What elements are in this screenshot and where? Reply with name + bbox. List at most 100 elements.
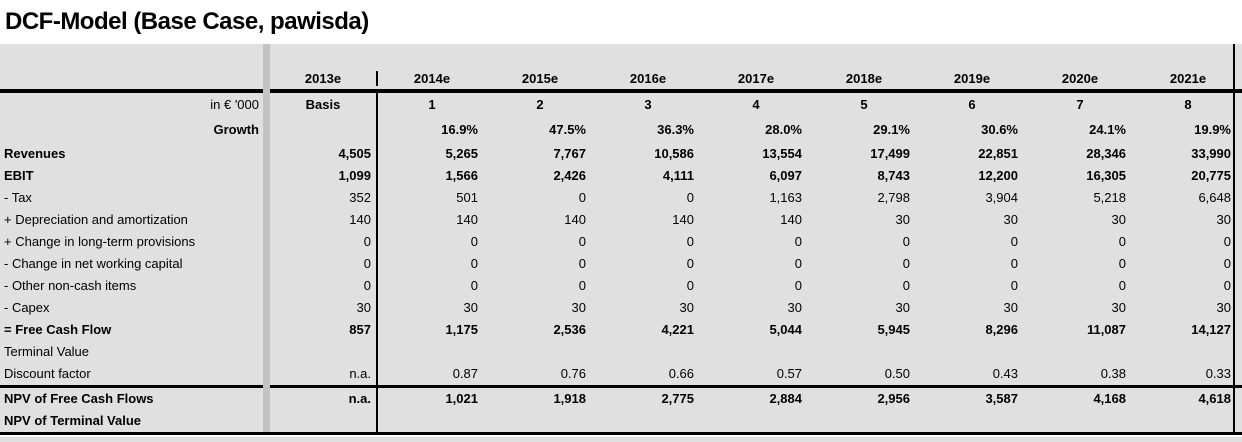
row-label: Discount factor <box>4 366 91 381</box>
header-divider-line <box>0 89 1242 93</box>
cell-value: 28,346 <box>1086 146 1126 161</box>
cell-value <box>486 341 594 363</box>
cell-value: 8,743 <box>877 168 910 183</box>
cell-value: 0 <box>794 256 802 271</box>
row-label: - Capex <box>4 300 50 315</box>
cell-value: 5,218 <box>1093 190 1126 205</box>
cell-value: 0 <box>686 256 694 271</box>
cell-value: 22,851 <box>978 146 1018 161</box>
cell-value: 140 <box>672 212 694 227</box>
year-header-2016e: 2016e <box>629 71 667 86</box>
cell-value: 5,265 <box>445 146 478 161</box>
cell-value: 0 <box>578 234 586 249</box>
cell-value: 2,884 <box>769 391 802 406</box>
cell-value: 2,426 <box>553 168 586 183</box>
cell-value: 30 <box>895 212 910 227</box>
cell-value: 0 <box>270 231 378 253</box>
cell-value: n.a. <box>270 388 378 410</box>
growth-value: 36.3% <box>657 122 694 137</box>
year-header-2014e: 2014e <box>413 71 451 86</box>
cell-value: 3,904 <box>985 190 1018 205</box>
cell-value <box>270 341 378 363</box>
cell-value <box>1026 341 1134 363</box>
table-row: - Capex 30 30 30 30 30 30 30 30 30 <box>0 297 1242 319</box>
basis-value: Basis <box>270 93 378 117</box>
cell-value: 4,221 <box>661 322 694 337</box>
table-row: - Tax 352 501 0 0 1,163 2,798 3,904 5,218 6,648 <box>0 187 1242 209</box>
cell-value: 5,945 <box>877 322 910 337</box>
growth-value: 16.9% <box>441 122 478 137</box>
cell-value: 6,648 <box>1198 190 1231 205</box>
cell-value: 857 <box>270 319 378 341</box>
growth-value: 29.1% <box>873 122 910 137</box>
table-right-border <box>1233 44 1235 432</box>
cell-value: 1,163 <box>769 190 802 205</box>
cell-value <box>486 410 594 432</box>
cell-value: 0 <box>578 256 586 271</box>
cell-value: 11,087 <box>1086 322 1126 337</box>
cell-value <box>1134 410 1242 432</box>
growth-row: Growth 16.9% 47.5% 36.3% 28.0% 29.1% 30.6% 24.1… <box>0 117 1242 143</box>
table-row: = Free Cash Flow 857 1,175 2,536 4,221 5,044 5… <box>0 319 1242 341</box>
year-header-2017e: 2017e <box>737 71 775 86</box>
row-label: Revenues <box>4 146 66 161</box>
cell-value: 0 <box>1118 234 1126 249</box>
cell-value: 0.50 <box>884 366 910 381</box>
cell-value: 0 <box>1010 278 1018 293</box>
row-label: NPV of Free Cash Flows <box>4 391 154 406</box>
cell-value: 5,044 <box>769 322 802 337</box>
cell-value: 0 <box>578 278 586 293</box>
table-row: Revenues 4,505 5,265 7,767 10,586 13,554 17,49… <box>0 143 1242 165</box>
npv-row: NPV of Free Cash Flows n.a. 1,021 1,918 2,77… <box>0 388 1242 410</box>
cell-value: 30 <box>1003 300 1018 315</box>
cell-value: 0 <box>1118 278 1126 293</box>
growth-value: 24.1% <box>1089 122 1126 137</box>
cell-value <box>918 341 1026 363</box>
table-row: Discount factor n.a. 0.87 0.76 0.66 0.57 0.50 0… <box>0 363 1242 385</box>
growth-value: 28.0% <box>765 122 802 137</box>
cell-value <box>810 410 918 432</box>
row-label: - Change in net working capital <box>4 256 183 271</box>
cell-value: 0 <box>578 190 586 205</box>
row-label: = Free Cash Flow <box>4 322 112 337</box>
cell-value: 0.38 <box>1100 366 1126 381</box>
year-header-2021e: 2021e <box>1169 71 1207 86</box>
basis-value: 5 <box>860 97 868 112</box>
cell-value: 0 <box>270 275 378 297</box>
page-title: DCF-Model (Base Case, pawisda) <box>5 8 369 35</box>
cell-value: 6,097 <box>769 168 802 183</box>
cell-value: 17,499 <box>870 146 910 161</box>
row-label: NPV of Terminal Value <box>4 413 142 428</box>
cell-value: 0.87 <box>452 366 478 381</box>
cell-value: 3,587 <box>985 391 1018 406</box>
basis-value: 6 <box>968 97 976 112</box>
cell-value: 1,021 <box>445 391 478 406</box>
cell-value: 0.43 <box>992 366 1018 381</box>
cell-value: 4,111 <box>662 168 694 183</box>
cell-value: 30 <box>895 300 910 315</box>
cell-value <box>1134 341 1242 363</box>
cell-value: 0 <box>902 256 910 271</box>
cell-value: 0 <box>686 234 694 249</box>
growth-value: 19.9% <box>1194 122 1231 137</box>
basis-value: 4 <box>752 97 760 112</box>
cell-value: 2,798 <box>877 190 910 205</box>
npv-row: NPV of Terminal Value <box>0 410 1242 432</box>
cell-value: 1,918 <box>553 391 586 406</box>
cell-value: 4,168 <box>1093 391 1126 406</box>
year-header-2013e: 2013e <box>270 71 378 86</box>
cell-value: 0 <box>794 278 802 293</box>
unit-basis-row: in € '000 Basis 1 2 3 4 5 6 7 8 <box>0 93 1242 117</box>
growth-value: 47.5% <box>549 122 586 137</box>
cell-value: 33,990 <box>1191 146 1231 161</box>
cell-value: 30 <box>1216 300 1231 315</box>
cell-value: 2,956 <box>877 391 910 406</box>
cell-value: 30 <box>1111 212 1126 227</box>
cell-value: 140 <box>564 212 586 227</box>
cell-value: 30 <box>679 300 694 315</box>
cell-value: 12,200 <box>978 168 1018 183</box>
column-divider-band <box>263 44 270 432</box>
cell-value: 0 <box>1223 278 1231 293</box>
basis-value: 8 <box>1184 97 1192 112</box>
cell-value: 0.76 <box>560 366 586 381</box>
